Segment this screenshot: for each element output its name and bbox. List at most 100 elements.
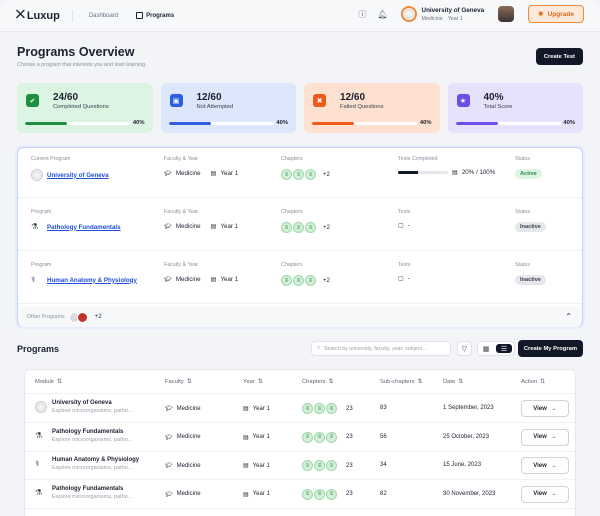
test-icon: ▢ [398, 275, 404, 282]
status-badge: Inactive [515, 222, 546, 232]
chapter-icon: ≡ [326, 403, 337, 414]
column-header-label: Module [35, 379, 55, 385]
program-link[interactable]: Human Anatomy & Physiology [47, 276, 137, 284]
help-icon[interactable]: ⓘ [358, 9, 367, 19]
stat-progress-fill [312, 122, 354, 125]
sort-icon: ⇅ [186, 379, 192, 385]
avatar[interactable] [498, 6, 515, 22]
chevron-up-icon[interactable]: ⌃ [565, 312, 572, 321]
program-link[interactable]: University of Geneva [47, 171, 109, 179]
stat-progress-bar [455, 122, 561, 125]
stat-percent: 40% [276, 120, 288, 126]
logo-text: Luxup [26, 9, 60, 22]
date-cell: 15 June, 2023 [443, 462, 482, 468]
table-header: Module ⇅ Faculty ⇅ Year ⇅ Chapters ⇅ Sub-chapter… [25, 370, 575, 394]
create-program-button[interactable]: Create My Program [517, 340, 583, 357]
stat-label: Total Score [483, 104, 513, 110]
chapters-more: +2 [323, 171, 330, 178]
university-switcher[interactable]: University of Geneva Medicine Year 1 [400, 6, 484, 22]
column-header[interactable]: Module ⇅ [35, 379, 62, 385]
view-button[interactable]: View → [521, 400, 569, 417]
column-header-label: Date [443, 379, 456, 385]
page-title: Programs Overview [17, 45, 135, 59]
column-header[interactable]: Date ⇅ [443, 379, 463, 385]
table-row[interactable]: University of Geneva Explore microorgani… [25, 395, 575, 423]
logo-icon: ⨉ [16, 9, 25, 21]
test-icon: ▢ [398, 222, 404, 229]
list-view-icon[interactable]: ☰ [496, 344, 512, 353]
table-row[interactable]: ⚕ Human Anatomy & Physiology Explore mic… [25, 452, 575, 480]
chapters-cell: 23 [346, 462, 353, 469]
grid-view-icon[interactable]: ▦ [482, 345, 490, 353]
chapter-icon: ≡ [302, 403, 313, 414]
filter-icon[interactable]: ▽ [457, 341, 472, 356]
view-button[interactable]: View → [521, 457, 569, 474]
chapter-icon: ≡ [302, 431, 313, 443]
column-header[interactable]: Chapters ⇅ [302, 379, 333, 385]
stat-value: 12/60 [196, 92, 222, 103]
table-row[interactable]: ⚗ Pathology Fundamentals Explore microor… [25, 481, 575, 509]
page-subtitle: Choose a program that interests you and … [17, 62, 147, 68]
nav-programs[interactable]: Programs [132, 9, 178, 22]
stat-icon: ✖ [313, 94, 326, 107]
crown-icon: ✵ [538, 11, 544, 18]
nav-dashboard[interactable]: Dashboard [85, 10, 122, 22]
other-programs-label: Other Programs [27, 314, 65, 320]
arrow-right-icon: → [550, 462, 557, 469]
view-label: View [533, 405, 547, 412]
column-header[interactable]: Faculty ⇅ [165, 379, 192, 385]
microscope-icon: ⚗ [35, 487, 43, 497]
table-row[interactable]: ⚗ Pathology Fundamentals Explore microor… [25, 424, 575, 452]
status-header: Status [515, 156, 531, 162]
chapter-icon: ≡ [302, 488, 313, 500]
app-logo[interactable]: ⨉ Luxup [16, 9, 60, 22]
date-cell: 30 November, 2023 [443, 490, 496, 497]
calendar-icon: ▤ [243, 406, 249, 412]
faculty-cell: Medicine [176, 405, 201, 412]
top-right-controls: ⓘ 🔔︎ University of Geneva Medicine Year … [357, 5, 584, 23]
tests-progress-bar [398, 171, 448, 174]
column-header[interactable]: Year ⇅ [243, 379, 263, 385]
other-programs-avatars[interactable] [68, 311, 88, 323]
column-header[interactable]: Action ⇅ [521, 379, 545, 385]
view-button[interactable]: View → [521, 428, 569, 446]
divider [71, 9, 73, 22]
programs-table: Module ⇅ Faculty ⇅ Year ⇅ Chapters ⇅ Sub-chapter… [24, 369, 576, 516]
stat-progress-fill [168, 122, 211, 125]
stat-value: 24/60 [53, 92, 79, 103]
sort-icon: ⇅ [417, 379, 423, 385]
anatomy-icon: ⚕ [35, 459, 40, 468]
programs-section-title: Programs [17, 344, 60, 354]
search-input[interactable]: ⌕ Search by university, faculty, year, s… [311, 341, 451, 356]
sort-icon: ⇅ [458, 379, 464, 385]
stat-progress-fill [25, 122, 67, 125]
current-programs-card: Program ⚕ Human Anatomy & Physiology Facu… [17, 147, 583, 327]
tests-progress-fill [398, 171, 418, 174]
create-test-button[interactable]: Create Test [535, 48, 583, 65]
stat-percent: 40% [419, 120, 432, 126]
arrow-right-icon: → [550, 434, 557, 440]
status-badge: Active [515, 169, 542, 179]
column-header[interactable]: Sub-chapters ⇅ [380, 379, 422, 385]
column-header-label: Chapters [302, 379, 326, 385]
view-button[interactable]: View → [521, 485, 569, 503]
faculty-cell: Medicine [176, 491, 201, 497]
status-header: Status [515, 209, 531, 215]
module-title: Pathology Fundamentals [52, 428, 124, 435]
chapter-icon: ≡ [326, 488, 337, 500]
chapter-icon: ≡ [326, 431, 337, 443]
faculty-header: Faculty & Year [164, 262, 199, 268]
year-value: Year 1 [220, 275, 239, 283]
stat-value: 12/60 [340, 92, 366, 103]
program-link[interactable]: Pathology Fundamentals [47, 223, 121, 231]
faculty-value: Medicine [175, 222, 201, 230]
search-placeholder: Search by university, faculty, year, sub… [323, 345, 427, 352]
nav-programs-label: Programs [146, 12, 175, 19]
year-cell: Year 1 [252, 491, 270, 497]
upgrade-button[interactable]: ✵ Upgrade [528, 5, 584, 23]
tests-value: 20% / 100% [461, 169, 496, 176]
chapters-more: +2 [323, 224, 330, 231]
bell-icon[interactable]: 🔔︎ [377, 9, 388, 19]
graduation-cap-icon: 🎓︎ [165, 434, 173, 441]
calendar-icon: ▤ [210, 169, 217, 177]
